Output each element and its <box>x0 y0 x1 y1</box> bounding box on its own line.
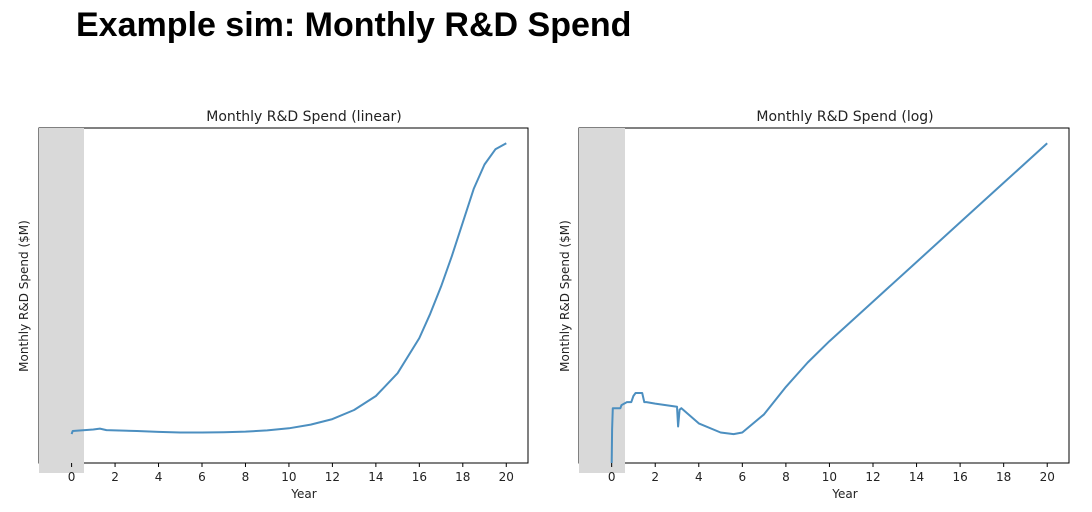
log-label-mask <box>579 128 625 473</box>
linear-x-tick-label: 10 <box>281 470 296 484</box>
log-plot-area <box>578 127 1070 464</box>
log-chart-title: Monthly R&D Spend (log) <box>756 109 933 125</box>
log-series-line <box>610 142 1048 464</box>
linear-series-line <box>70 142 507 435</box>
log-x-tick-label: 10 <box>822 470 837 484</box>
log-x-tick-label: 12 <box>865 470 880 484</box>
log-x-tick-label: 6 <box>739 470 747 484</box>
log-x-tick-label: 4 <box>695 470 703 484</box>
linear-x-tick-label: 14 <box>368 470 383 484</box>
linear-x-tick-label: 6 <box>198 470 206 484</box>
linear-x-tick-label: 2 <box>111 470 119 484</box>
linear-y-axis-label: Monthly R&D Spend ($M) <box>17 220 31 372</box>
log-x-tick-label: 2 <box>651 470 659 484</box>
linear-chart: Monthly R&D Spend (linear) 0 2 4 6 8 10 12 14 16… <box>17 109 529 501</box>
linear-x-tick-label: 12 <box>325 470 340 484</box>
linear-x-tick-label: 18 <box>455 470 470 484</box>
log-chart: Monthly R&D Spend (log) 0 2 4 6 8 10 12 14 16 18 2… <box>558 109 1070 501</box>
linear-x-axis-label: Year <box>290 487 316 501</box>
log-x-axis-label: Year <box>831 487 857 501</box>
linear-x-tick-label: 20 <box>499 470 514 484</box>
log-x-tick-label: 14 <box>909 470 924 484</box>
log-x-tick-label: 0 <box>608 470 616 484</box>
linear-x-tick-label: 8 <box>242 470 250 484</box>
log-x-tick-label: 8 <box>782 470 790 484</box>
page-title: Example sim: Monthly R&D Spend <box>76 6 632 44</box>
linear-label-mask <box>39 128 84 473</box>
linear-x-tick-label: 16 <box>412 470 427 484</box>
linear-chart-title: Monthly R&D Spend (linear) <box>206 109 402 125</box>
log-x-ticks: 0 2 4 6 8 10 12 14 16 18 20 <box>608 463 1055 484</box>
log-x-tick-label: 16 <box>952 470 967 484</box>
linear-x-tick-label: 4 <box>155 470 163 484</box>
linear-x-ticks: 0 2 4 6 8 10 12 14 16 18 20 <box>68 463 514 484</box>
log-y-axis-label: Monthly R&D Spend ($M) <box>558 220 572 372</box>
log-x-tick-label: 20 <box>1040 470 1055 484</box>
linear-x-tick-label: 0 <box>68 470 76 484</box>
log-x-tick-label: 18 <box>996 470 1011 484</box>
linear-plot-area <box>38 127 529 464</box>
